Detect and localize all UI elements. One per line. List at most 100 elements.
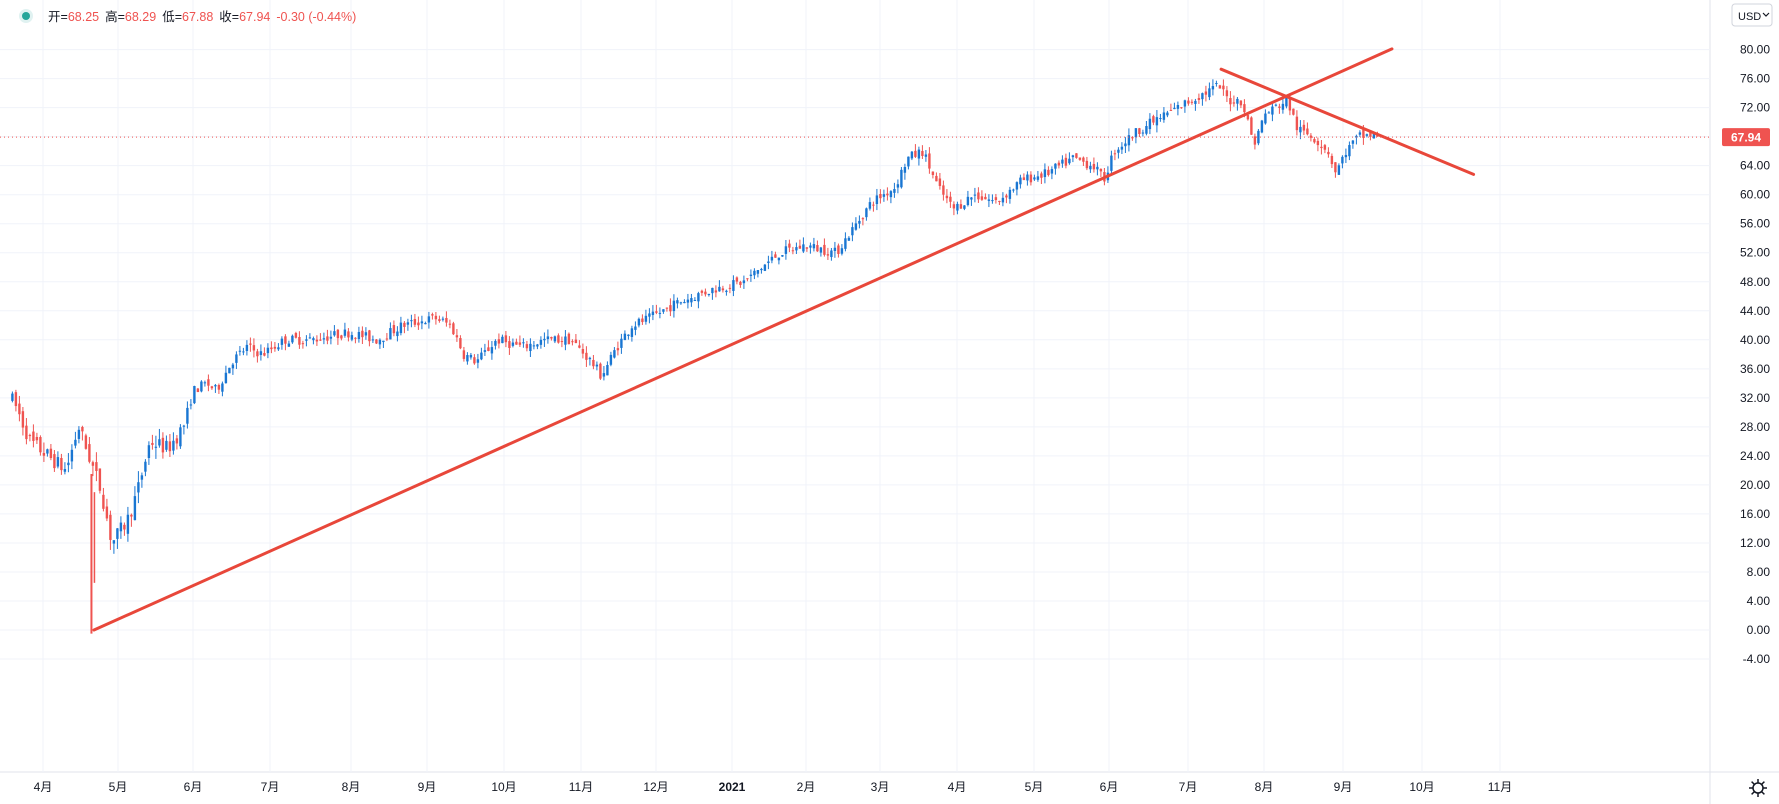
candle-body (609, 354, 613, 365)
candle-body (343, 329, 347, 336)
candle-body (697, 293, 700, 302)
candle-body (714, 290, 718, 293)
candle-body (1089, 165, 1092, 170)
candle-body (105, 506, 109, 519)
candle-body (249, 343, 252, 345)
candle-body (277, 347, 280, 350)
x-tick-label: 5月 (1025, 780, 1044, 794)
candle-body (1082, 157, 1085, 162)
candle-body (140, 475, 144, 480)
candle-body (753, 270, 756, 276)
candle-body (991, 200, 994, 202)
candle-body (462, 350, 466, 359)
candle-body (592, 359, 595, 367)
candle-body (1029, 174, 1033, 183)
candle-body (1239, 100, 1243, 106)
y-tick-label: 44.00 (1740, 304, 1770, 318)
candle-body (529, 343, 532, 352)
candle-body (473, 357, 476, 364)
candle-body (1001, 197, 1005, 203)
candle-body (973, 194, 977, 196)
candle-body (1243, 104, 1246, 113)
candle-body (1008, 189, 1012, 199)
candle-body (133, 496, 137, 521)
candle-body (917, 149, 921, 159)
candle-body (77, 429, 81, 439)
candle-body (1365, 134, 1369, 136)
candle-body (903, 167, 907, 173)
candle-body (1078, 157, 1082, 160)
candle-body (480, 352, 483, 360)
chevron-down-icon (1762, 12, 1770, 17)
candle-body (1022, 177, 1026, 181)
x-tick-label: 11月 (569, 780, 593, 794)
candle-body (651, 311, 655, 316)
candle-body (88, 444, 91, 462)
candle-body (805, 247, 809, 249)
candle-body (749, 274, 753, 277)
candle-body (252, 345, 256, 351)
candle-body (1201, 93, 1204, 100)
candle-body (238, 350, 242, 352)
candle-body (18, 403, 21, 415)
candle-body (1348, 145, 1351, 157)
candle-body (284, 336, 287, 344)
x-tick-label: 3月 (871, 780, 890, 794)
candle-body (812, 244, 816, 249)
x-tick-label: 9月 (418, 780, 437, 794)
candle-body (1257, 130, 1260, 144)
candle-body (217, 385, 221, 390)
candle-body (543, 338, 546, 341)
candle-body (987, 199, 991, 201)
candle-body (1162, 112, 1166, 120)
x-tick-label: 4月 (948, 780, 967, 794)
settings-icon[interactable] (1749, 779, 1767, 797)
candle-body (396, 331, 399, 337)
candle-body (403, 322, 406, 327)
candle-body (1155, 117, 1159, 126)
candle-body (165, 440, 168, 450)
candle-body (620, 338, 623, 348)
candle-body (1131, 137, 1134, 139)
candle-body (273, 346, 277, 349)
candle-body (501, 336, 504, 344)
candle-body (70, 449, 74, 462)
candle-body (392, 325, 396, 334)
candle-body (1110, 155, 1113, 171)
candle-body (1197, 97, 1201, 100)
trendline[interactable] (1219, 67, 1476, 176)
candle-body (1267, 112, 1271, 114)
candle-body (882, 194, 886, 197)
candle-body (179, 427, 182, 447)
x-tick-label: 9月 (1334, 780, 1353, 794)
candle-body (1278, 106, 1281, 108)
high-label: 高= (105, 9, 125, 24)
candle-body (994, 197, 998, 201)
candle-body (1169, 109, 1173, 111)
candle-body (259, 351, 263, 355)
candle-body (1026, 174, 1029, 181)
candle-body (756, 270, 760, 274)
candle-body (189, 404, 193, 406)
candle-body (1096, 166, 1099, 170)
candle-body (84, 435, 88, 449)
candle-body (571, 341, 574, 343)
candle-body (788, 243, 791, 248)
candle-body (770, 256, 774, 261)
currency-button[interactable]: USD (1731, 3, 1773, 27)
candle-body (623, 333, 627, 341)
candle-body (581, 349, 585, 354)
candle-body (833, 247, 837, 251)
candle-body (627, 334, 630, 336)
candle-body (707, 293, 711, 296)
candle-body (536, 344, 539, 347)
y-tick-label: 56.00 (1740, 217, 1770, 231)
candle-body (256, 351, 259, 357)
candle-body (690, 298, 693, 303)
trendline[interactable] (92, 47, 1394, 632)
candle-body (1134, 128, 1138, 138)
candle-body (1005, 195, 1008, 198)
candle-body (1173, 107, 1176, 110)
candle-body (1120, 146, 1124, 150)
